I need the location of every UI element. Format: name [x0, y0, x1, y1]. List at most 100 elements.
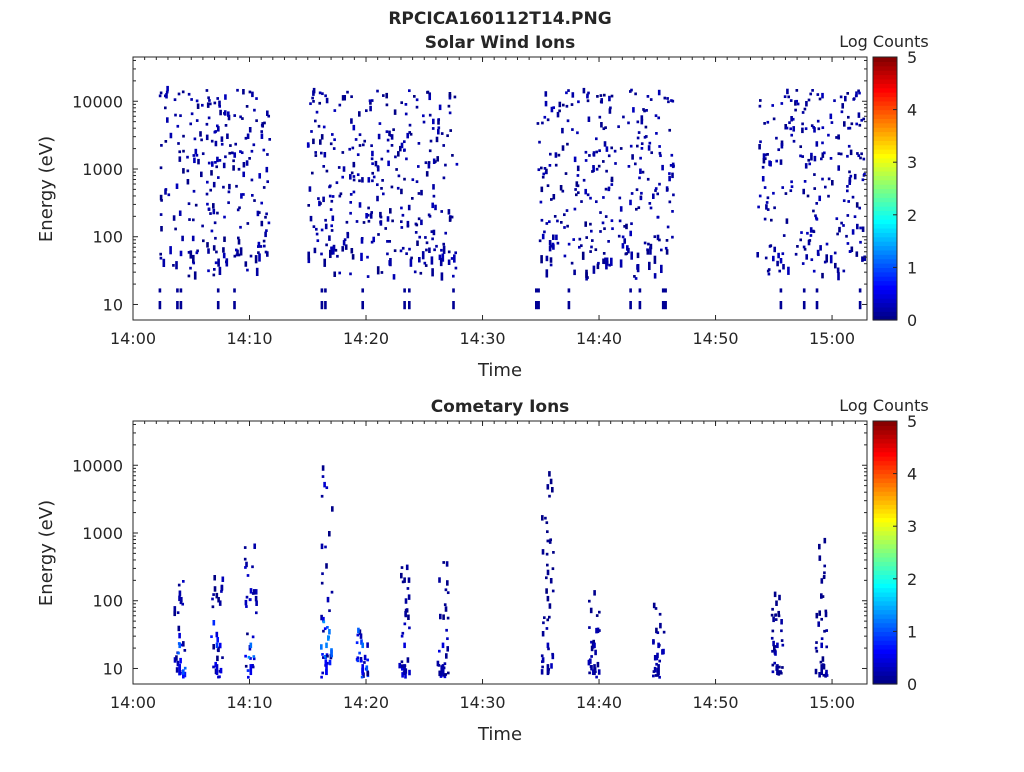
spectrogram-cell	[548, 471, 551, 477]
spectrogram-cell	[376, 166, 380, 172]
spectrogram-cell	[216, 211, 219, 215]
spectrogram-cell	[162, 258, 166, 268]
spectrogram-cell	[546, 595, 550, 602]
spectrogram-cell	[541, 631, 545, 637]
spectrogram-cell	[639, 168, 642, 174]
spectrogram-cell	[825, 674, 829, 677]
spectrogram-cell	[846, 92, 850, 95]
spectrogram-cell	[401, 213, 405, 217]
spectrogram-cell	[636, 144, 639, 148]
spectrogram-cell	[173, 610, 177, 617]
spectrogram-cell	[362, 143, 365, 147]
spectrogram-cell	[560, 221, 563, 224]
spectrogram-cell	[640, 147, 644, 150]
spectrogram-cell	[324, 545, 327, 549]
colorbar-tick-label: 4	[907, 101, 917, 120]
colorbar-swatch	[873, 210, 897, 216]
spectrogram-cell	[776, 664, 779, 676]
spectrogram-cell	[350, 118, 353, 124]
spectrogram-cell	[268, 138, 272, 141]
spectrogram-cell	[266, 180, 270, 184]
spectrogram-cell	[192, 261, 196, 265]
colorbar-swatch	[873, 78, 897, 84]
spectrogram-cell	[777, 148, 781, 152]
spectrogram-cell	[409, 258, 413, 267]
spectrogram-cell	[320, 543, 324, 550]
spectrogram-cell	[361, 642, 365, 649]
spectrogram-cell	[245, 561, 248, 568]
spectrogram-cell	[769, 244, 773, 248]
spectrogram-cell	[592, 165, 595, 168]
spectrogram-cell	[589, 607, 593, 614]
spectrogram-cell	[842, 224, 845, 227]
colorbar-swatch	[873, 587, 897, 593]
colorbar-swatch	[873, 556, 897, 562]
spectrogram-cell	[551, 653, 555, 660]
colorbar-swatch	[873, 451, 897, 457]
spectrogram-cell	[546, 563, 549, 567]
spectrogram-cell	[415, 223, 419, 227]
spectrogram-cell	[646, 249, 650, 255]
spectrogram-cell	[598, 115, 602, 119]
spectrogram-cell	[361, 664, 365, 676]
colorbar-swatch	[873, 70, 897, 76]
spectrogram-cell	[193, 137, 197, 141]
spectrogram-cell	[431, 202, 435, 209]
spectrogram-cell	[267, 221, 271, 225]
spectrogram-cell	[352, 178, 356, 182]
spectrogram-cell	[777, 610, 781, 617]
spectrogram-cell	[792, 126, 796, 132]
spectrogram-cell	[366, 658, 370, 662]
y-tick-label: 10000	[72, 92, 123, 111]
spectrogram-cell	[211, 161, 214, 167]
spectrogram-cell	[543, 115, 547, 119]
spectrogram-cell	[580, 200, 583, 203]
x-tick-label: 14:30	[459, 329, 505, 348]
x-tick-label: 14:00	[110, 329, 156, 348]
spectrogram-cell	[593, 642, 596, 649]
spectrogram-cell	[622, 115, 625, 119]
spectrogram-cell	[771, 649, 774, 653]
spectrogram-cell	[772, 117, 776, 121]
spectrogram-cell	[780, 639, 784, 642]
spectrogram-cells	[158, 85, 867, 310]
spectrogram-cell	[771, 670, 775, 674]
spectrogram-cell	[815, 202, 819, 205]
spectrogram-cell	[237, 239, 241, 245]
colorbar-swatch	[873, 596, 897, 602]
spectrogram-cell	[775, 136, 778, 140]
spectrogram-cell	[255, 611, 258, 615]
spectrogram-cell	[759, 140, 762, 144]
spectrogram-cell	[552, 234, 555, 240]
spectrogram-cell	[403, 664, 406, 676]
spectrogram-cell	[321, 92, 324, 96]
spectrogram-cell	[773, 649, 777, 655]
spectrogram-cell	[540, 166, 543, 170]
spectrogram-cell	[248, 127, 252, 133]
spectrogram-cell	[179, 657, 182, 664]
spectrogram-cell	[360, 252, 363, 262]
spectrogram-cell	[637, 131, 641, 134]
spectrogram-cell	[257, 251, 260, 255]
spectrogram-cell	[820, 593, 823, 599]
spectrogram-cell	[664, 301, 667, 310]
spectrogram-cell	[834, 262, 837, 269]
spectrogram-cell	[369, 213, 373, 219]
colorbar-swatch	[873, 526, 897, 532]
x-tick-label: 14:10	[226, 693, 272, 712]
spectrogram-cell	[545, 269, 549, 278]
spectrogram-cell	[781, 666, 784, 669]
spectrogram-cell	[814, 668, 818, 675]
spectrogram-cell	[815, 141, 819, 147]
spectrogram-cell	[243, 546, 247, 549]
spectrogram-cell	[777, 252, 780, 259]
colorbar-swatch	[873, 227, 897, 233]
spectrogram-cell	[311, 171, 314, 175]
spectrogram-cell	[660, 264, 663, 274]
spectrogram-cell	[315, 110, 319, 114]
colorbar-swatch	[873, 92, 897, 98]
spectrogram-cell	[566, 224, 569, 228]
colorbar-swatch	[873, 289, 897, 295]
spectrogram-cell	[780, 629, 783, 633]
spectrogram-cell	[205, 122, 209, 126]
